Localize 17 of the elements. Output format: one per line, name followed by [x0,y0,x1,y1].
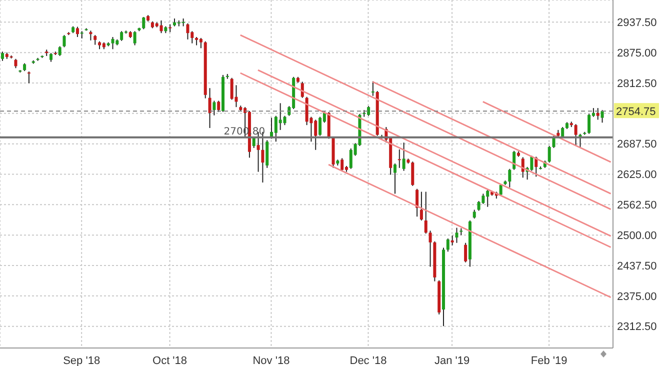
y-tick-label: 2375.00 [617,290,657,303]
x-tick-label: Jan '19 [434,354,470,366]
x-tick-label: Dec '18 [350,354,387,366]
y-tick-label: 2812.50 [617,78,657,90]
y-tick-label: 2937.50 [617,17,657,30]
y-tick-label: 2625.00 [617,169,657,182]
x-tick-label: Oct '18 [152,354,188,366]
y-tick-label: 2312.50 [617,321,657,334]
x-tick-label: Feb '19 [530,354,568,366]
y-tick-label: 2437.50 [617,260,657,272]
ref-line-label: 2754.75 [616,106,656,118]
y-tick-label: 2687.50 [617,138,657,151]
y-tick-label: 2875.00 [617,47,657,60]
x-tick-label: Nov '18 [252,354,290,366]
y-tick-label: 2500.00 [617,230,657,242]
y-tick-label: 2562.50 [617,200,657,212]
x-tick-label: Sep '18 [63,354,100,366]
